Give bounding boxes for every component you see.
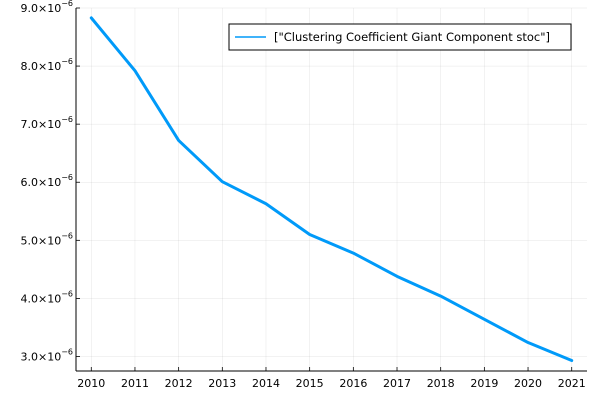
x-tick-label: 2013	[208, 377, 236, 390]
x-axis-ticks: 2010 2011 2012 2013 2014 2015 2016 2017 2018 2019…	[77, 367, 586, 390]
y-tick-label: 7.0×10−6	[20, 115, 73, 131]
y-tick-label: 4.0×10−6	[20, 289, 73, 305]
y-tick-label: 3.0×10−6	[20, 347, 73, 363]
x-tick-label: 2016	[339, 377, 367, 390]
x-tick-label: 2014	[252, 377, 280, 390]
x-tick-label: 2019	[470, 377, 498, 390]
y-tick-label: 5.0×10−6	[20, 231, 73, 247]
x-tick-label: 2018	[427, 377, 455, 390]
x-tick-label: 2010	[77, 377, 105, 390]
x-tick-label: 2017	[383, 377, 411, 390]
series-line	[89, 16, 574, 363]
y-axis-ticks: 3.0×10−6 4.0×10−6 5.0×10−6 6.0×10−6 7.0×10−6…	[20, 0, 80, 363]
y-tick-label: 8.0×10−6	[20, 57, 73, 73]
y-tick-label: 6.0×10−6	[20, 173, 73, 189]
x-tick-label: 2020	[514, 377, 542, 390]
legend: ["Clustering Coefficient Giant Component…	[228, 23, 572, 51]
x-tick-label: 2021	[558, 377, 586, 390]
legend-box	[228, 23, 572, 51]
y-tick-label: 9.0×10−6	[20, 0, 73, 15]
axes-frame	[75, 8, 587, 372]
x-tick-label: 2011	[121, 377, 149, 390]
x-tick-label: 2012	[165, 377, 193, 390]
series-group	[89, 16, 574, 363]
legend-label: ["Clustering Coefficient Giant Component…	[274, 30, 550, 44]
x-tick-label: 2015	[296, 377, 324, 390]
grid-lines	[76, 7, 587, 371]
